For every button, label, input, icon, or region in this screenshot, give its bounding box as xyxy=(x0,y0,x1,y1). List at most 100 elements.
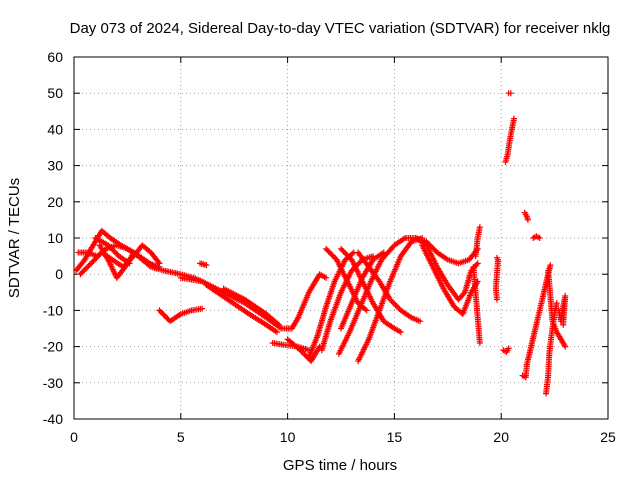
data-point xyxy=(348,267,355,274)
data-point xyxy=(155,258,162,265)
data-point xyxy=(417,318,424,325)
data-point xyxy=(110,247,117,254)
data-point xyxy=(347,255,354,262)
data-point xyxy=(77,271,84,278)
y-tick-label: 50 xyxy=(47,85,63,101)
data-point xyxy=(392,301,399,308)
data-point xyxy=(393,303,400,310)
data-point xyxy=(111,249,118,256)
x-tick-label: 10 xyxy=(280,429,296,445)
data-track-late-1 xyxy=(402,235,481,267)
data-point xyxy=(493,296,500,303)
data-point xyxy=(203,262,210,269)
data-point xyxy=(298,348,305,355)
data-point xyxy=(105,242,112,249)
data-point xyxy=(395,304,402,311)
data-point xyxy=(339,247,346,254)
data-point xyxy=(343,251,350,258)
data-track-rise-1 xyxy=(305,249,357,361)
data-point xyxy=(163,314,170,321)
y-tick-label: 30 xyxy=(47,158,63,174)
data-point xyxy=(93,254,100,261)
x-tick-label: 0 xyxy=(70,429,78,445)
x-axis-title: GPS time / hours xyxy=(283,457,397,474)
data-point xyxy=(356,259,363,266)
data-point xyxy=(156,260,163,267)
data-point xyxy=(344,252,351,259)
x-tick-label: 25 xyxy=(600,429,616,445)
data-point xyxy=(273,329,280,336)
data-point xyxy=(301,351,308,358)
y-tick-label: 20 xyxy=(47,194,63,210)
data-point xyxy=(324,247,331,254)
data-track-down-1 xyxy=(177,274,302,332)
data-point xyxy=(109,246,116,253)
data-point xyxy=(107,244,114,251)
y-tick-label: -10 xyxy=(43,302,63,318)
data-track-fall-1 xyxy=(323,245,370,314)
data-point xyxy=(346,254,353,261)
data-point xyxy=(553,300,560,307)
data-track-cluster-21.2 xyxy=(521,209,531,223)
data-layer xyxy=(73,90,569,397)
y-tick-label: -40 xyxy=(43,411,63,427)
chart-title: Day 073 of 2024, Sidereal Day-to-day VTE… xyxy=(70,20,611,37)
data-track-fall-3 xyxy=(355,249,424,325)
data-track-scatter-19.8 xyxy=(492,254,501,303)
data-point xyxy=(388,297,395,304)
data-point xyxy=(325,248,332,255)
data-point xyxy=(81,267,88,274)
data-point xyxy=(84,264,91,271)
data-point xyxy=(159,310,166,317)
data-point xyxy=(338,245,344,252)
data-track-up-19 xyxy=(472,224,483,260)
y-tick-label: 60 xyxy=(47,49,63,65)
data-point xyxy=(300,349,307,356)
data-track-early-5 xyxy=(92,235,133,267)
data-track-peak-50 xyxy=(505,90,514,97)
data-point xyxy=(397,329,404,336)
data-point xyxy=(355,260,362,267)
data-point xyxy=(389,299,396,306)
y-tick-label: 10 xyxy=(47,230,63,246)
data-point xyxy=(88,260,95,267)
data-point xyxy=(524,216,531,223)
data-track-rise-2 xyxy=(295,271,330,321)
y-tick-label: 40 xyxy=(47,121,63,137)
x-tick-label: 20 xyxy=(493,429,509,445)
data-point xyxy=(156,307,163,314)
data-point xyxy=(474,260,481,267)
y-axis-title: SDTVAR / TECUs xyxy=(6,178,23,298)
data-point xyxy=(86,261,93,268)
data-point xyxy=(106,243,113,250)
data-point xyxy=(297,347,304,354)
data-point xyxy=(323,274,330,281)
data-track-drop-19 xyxy=(470,263,483,346)
data-point xyxy=(340,248,347,255)
data-point xyxy=(157,308,164,315)
x-tick-label: 5 xyxy=(177,429,185,445)
data-track-down-4 xyxy=(284,336,323,365)
data-point xyxy=(560,321,567,328)
data-point xyxy=(199,305,206,312)
data-point xyxy=(328,251,335,258)
data-track-early-4 xyxy=(96,242,206,285)
data-track-down-2 xyxy=(203,282,280,336)
data-point xyxy=(80,268,87,275)
data-point xyxy=(331,254,338,261)
data-point xyxy=(387,296,394,303)
tick-layer: 0 5 10 15 20 25 -40 -30 -20 -10 0 10 20 30 40 50 60 xyxy=(43,49,616,445)
data-point xyxy=(85,263,92,270)
data-point xyxy=(391,300,398,307)
data-point xyxy=(523,361,530,368)
data-point xyxy=(476,224,483,231)
y-tick-label: -30 xyxy=(43,375,63,391)
data-point xyxy=(511,115,518,122)
data-point xyxy=(89,258,96,265)
data-point xyxy=(90,257,97,264)
x-tick-label: 15 xyxy=(387,429,403,445)
data-point xyxy=(96,252,103,259)
data-point xyxy=(507,90,514,97)
grid-layer xyxy=(74,57,608,419)
data-point xyxy=(94,253,101,260)
